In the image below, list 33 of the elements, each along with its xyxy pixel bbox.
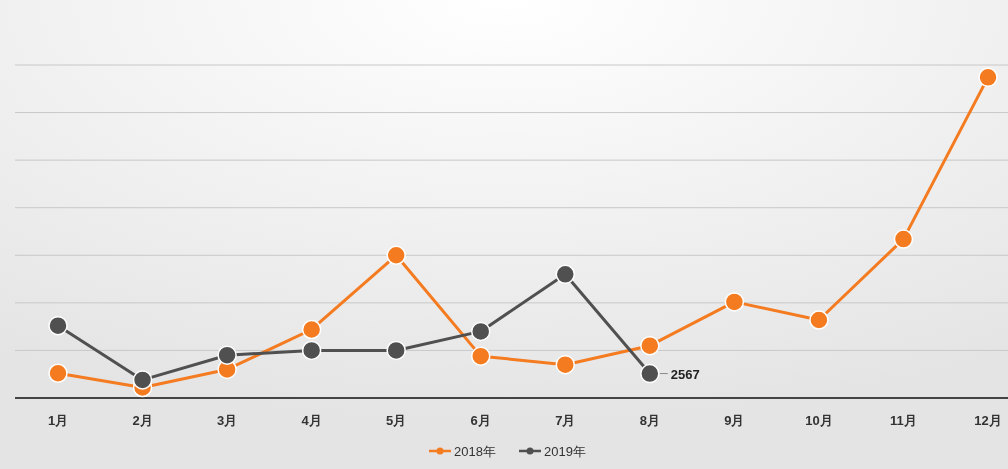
legend-label: 2019年 bbox=[544, 444, 586, 459]
x-tick-label: 3月 bbox=[216, 413, 238, 428]
legend-label: 2018年 bbox=[454, 444, 496, 459]
point bbox=[48, 315, 68, 336]
x-tick-label: 4月 bbox=[301, 413, 322, 428]
point bbox=[132, 370, 153, 390]
x-tick-label: 12月 bbox=[974, 413, 1002, 428]
x-tick-label: 8月 bbox=[639, 413, 660, 428]
x-tick-label: 1月 bbox=[47, 413, 69, 428]
point bbox=[217, 345, 237, 365]
point bbox=[301, 340, 322, 361]
x-tick-label: 7月 bbox=[555, 413, 576, 428]
point bbox=[893, 229, 914, 249]
point bbox=[48, 363, 68, 384]
x-tick-label: 9月 bbox=[724, 413, 745, 428]
x-tick-label: 11月 bbox=[890, 413, 917, 428]
point bbox=[809, 310, 829, 330]
x-tick-label: 6月 bbox=[470, 413, 491, 428]
point bbox=[386, 245, 406, 266]
point bbox=[640, 335, 660, 356]
x-tick-label: 5月 bbox=[386, 413, 407, 428]
point bbox=[555, 354, 576, 375]
point bbox=[978, 67, 998, 88]
point bbox=[386, 340, 406, 361]
point bbox=[470, 346, 491, 366]
point bbox=[470, 321, 491, 342]
point bbox=[555, 264, 576, 285]
x-tick-label: 2月 bbox=[132, 413, 153, 428]
x-tick-label: 10月 bbox=[805, 413, 833, 428]
point bbox=[640, 363, 660, 384]
point bbox=[301, 319, 322, 340]
data-label: 2567 bbox=[670, 366, 700, 382]
point bbox=[724, 292, 745, 312]
